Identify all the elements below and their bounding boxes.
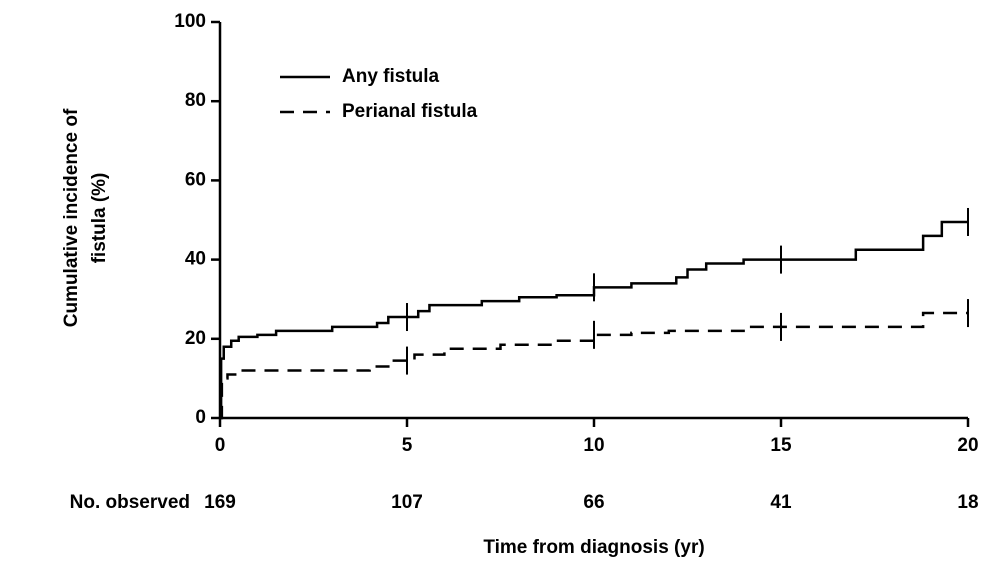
legend-label: Any fistula <box>342 66 440 87</box>
y-tick-label: 40 <box>185 249 206 270</box>
y-tick-label: 60 <box>185 169 206 190</box>
x-tick-label: 20 <box>957 435 978 456</box>
y-tick-label: 100 <box>174 11 206 32</box>
number-observed: 107 <box>391 492 423 513</box>
x-tick-label: 10 <box>583 435 604 456</box>
number-observed: 66 <box>583 492 604 513</box>
y-tick-label: 20 <box>185 328 206 349</box>
number-observed: 18 <box>957 492 978 513</box>
x-tick-label: 15 <box>770 435 792 456</box>
legend-label: Perianal fistula <box>342 101 478 122</box>
x-tick-label: 0 <box>215 435 226 456</box>
y-axis-label: fistula (%) <box>89 173 110 264</box>
row-label: No. observed <box>70 492 190 513</box>
y-axis-label: Cumulative incidence of <box>61 108 82 327</box>
number-observed: 41 <box>770 492 792 513</box>
number-observed: 169 <box>204 492 236 513</box>
x-tick-label: 5 <box>402 435 413 456</box>
step-line <box>219 220 968 420</box>
y-tick-label: 80 <box>185 90 206 111</box>
x-axis-label: Time from diagnosis (yr) <box>483 537 704 558</box>
y-tick-label: 0 <box>195 407 206 428</box>
